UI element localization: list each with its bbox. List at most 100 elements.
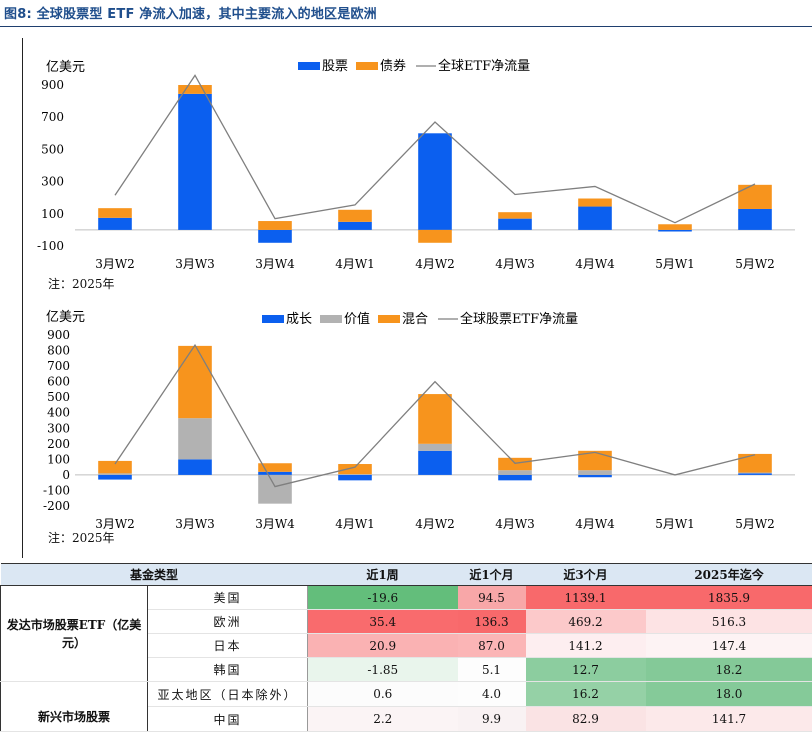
y-tick-label: -100: [43, 483, 70, 497]
chart-equity-etf-flows: 亿美元-200-10001002003004005006007008009003…: [0, 305, 812, 535]
bar-segment: [418, 230, 452, 243]
x-tick-label: 4月W1: [335, 517, 375, 531]
region-cell: 中国: [148, 707, 308, 732]
value-cell: 136.3: [458, 610, 526, 634]
x-tick-label: 3月W3: [175, 517, 215, 531]
bar-segment: [578, 207, 612, 230]
bar-segment: [418, 444, 452, 451]
y-tick-label: -100: [37, 239, 64, 253]
bar-segment: [658, 230, 692, 232]
figure-title: 图8: 全球股票型 ETF 净流入加速，其中主要流入的地区是欧洲: [4, 3, 377, 22]
value-cell: 5.1: [458, 658, 526, 682]
value-cell: 35.4: [308, 610, 458, 634]
y-tick-label: 500: [47, 390, 70, 404]
value-cell: 141.2: [526, 634, 646, 658]
bar-segment: [498, 458, 532, 470]
value-cell: 18.0: [646, 682, 812, 707]
value-cell: 82.9: [526, 707, 646, 732]
bar-segment: [738, 473, 772, 475]
y-axis-unit-label: 亿美元: [46, 310, 85, 325]
x-tick-label: 3月W3: [175, 257, 215, 271]
y-axis-unit-label: 亿美元: [46, 60, 85, 75]
legend-swatch: [320, 315, 342, 323]
region-cell: 美国: [148, 586, 308, 610]
bar-segment: [258, 472, 292, 475]
bar-segment: [658, 224, 692, 230]
chart2-note: 注：2025年: [48, 529, 115, 546]
bar-segment: [498, 219, 532, 230]
x-tick-label: 3月W4: [255, 257, 295, 271]
value-cell: 18.2: [646, 658, 812, 682]
header-3m: 近3个月: [526, 564, 646, 586]
value-cell: 516.3: [646, 610, 812, 634]
bar-segment: [498, 475, 532, 480]
value-cell: 469.2: [526, 610, 646, 634]
bar-segment: [98, 208, 132, 218]
legend-swatch: [378, 315, 400, 323]
value-cell: -1.85: [308, 658, 458, 682]
bar-segment: [498, 470, 532, 475]
value-cell: 9.9: [458, 707, 526, 732]
bar-segment: [178, 418, 212, 459]
x-tick-label: 4月W2: [415, 257, 455, 271]
region-cell: 亚太地区（日本除外）: [148, 682, 308, 707]
bar-segment: [338, 210, 372, 222]
x-tick-label: 3月W4: [255, 517, 295, 531]
legend-label: 债券: [380, 58, 406, 74]
y-tick-label: 100: [41, 207, 64, 221]
value-cell: 147.4: [646, 634, 812, 658]
header-1w: 近1周: [308, 564, 458, 586]
value-cell: 20.9: [308, 634, 458, 658]
value-cell: 0.6: [308, 682, 458, 707]
legend-swatch: [262, 315, 284, 323]
x-tick-label: 3月W2: [95, 257, 135, 271]
y-tick-label: 700: [47, 359, 70, 373]
legend-swatch: [298, 62, 320, 70]
legend-label: 成长: [286, 312, 312, 327]
bar-segment: [258, 475, 292, 504]
x-tick-label: 4月W1: [335, 257, 375, 271]
header-fund-type: 基金类型: [1, 564, 308, 586]
x-tick-label: 5月W1: [655, 257, 695, 271]
bar-segment: [338, 222, 372, 230]
bar-segment: [258, 230, 292, 243]
y-tick-label: 900: [41, 78, 64, 92]
value-cell: 87.0: [458, 634, 526, 658]
x-tick-label: 5月W2: [735, 257, 775, 271]
bar-segment: [738, 209, 772, 230]
legend-label: 股票: [322, 59, 348, 74]
value-cell: 94.5: [458, 586, 526, 610]
x-tick-label: 4月W4: [575, 517, 615, 531]
x-tick-label: 4月W4: [575, 257, 615, 271]
x-tick-label: 4月W3: [495, 257, 535, 271]
y-tick-label: 100: [47, 452, 70, 466]
chart1-note: 注：2025年: [48, 275, 115, 292]
bar-segment: [178, 459, 212, 475]
x-tick-label: 5月W1: [655, 517, 695, 531]
region-cell: 日本: [148, 634, 308, 658]
y-tick-label: 200: [47, 437, 70, 451]
flows-table: 基金类型 近1周 近1个月 近3个月 2025年迄今 发达市场股票ETF（亿美元…: [0, 563, 812, 732]
bar-segment: [258, 221, 292, 230]
bar-segment: [98, 461, 132, 473]
value-cell: 12.7: [526, 658, 646, 682]
value-cell: 16.2: [526, 682, 646, 707]
bar-segment: [418, 451, 452, 475]
y-tick-label: 900: [47, 328, 70, 342]
group-label: 新兴市场股票: [1, 682, 148, 732]
value-cell: 1835.9: [646, 586, 812, 610]
value-cell: -19.6: [308, 586, 458, 610]
table-header-row: 基金类型 近1周 近1个月 近3个月 2025年迄今: [1, 564, 812, 586]
x-tick-label: 5月W2: [735, 517, 775, 531]
bar-segment: [98, 218, 132, 230]
group-label: 发达市场股票ETF（亿美元）: [1, 586, 148, 682]
bar-segment: [178, 346, 212, 418]
x-tick-label: 4月W2: [415, 517, 455, 531]
bar-segment: [578, 199, 612, 207]
bar-segment: [738, 185, 772, 209]
y-tick-label: 400: [47, 406, 70, 420]
bar-segment: [498, 212, 532, 218]
bar-segment: [578, 475, 612, 477]
